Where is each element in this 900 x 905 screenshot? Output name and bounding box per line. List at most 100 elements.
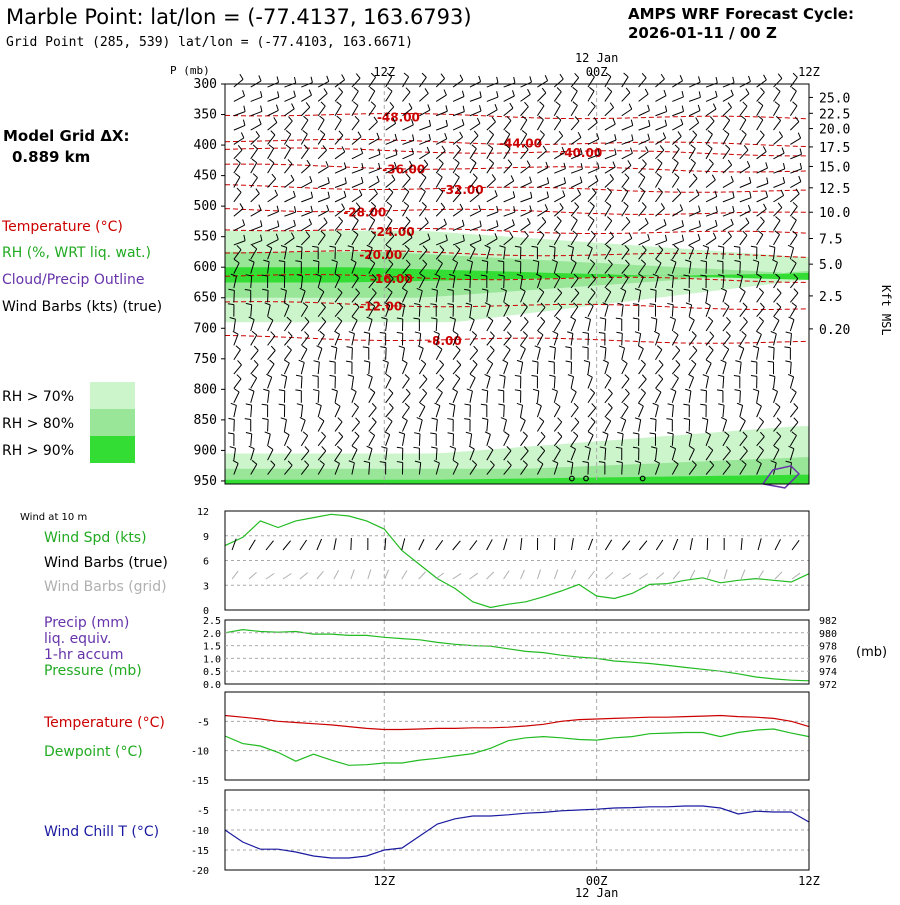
barb-feather — [271, 332, 275, 336]
barb-staff — [470, 149, 476, 159]
barb-staff — [335, 183, 346, 187]
barb-feather — [354, 87, 359, 91]
barb-feather — [766, 162, 768, 168]
precip-tick-label: 1.5 — [203, 642, 221, 653]
barb-feather — [677, 189, 681, 194]
barb-feather — [511, 175, 514, 180]
wind-barb — [702, 418, 708, 432]
wind-barb — [639, 173, 645, 187]
barb-feather — [789, 317, 794, 320]
wind-barb — [464, 404, 470, 417]
wind-barb — [504, 206, 515, 216]
barb-staff — [689, 320, 694, 331]
barb-staff — [706, 305, 710, 316]
barb-staff — [318, 406, 321, 418]
wind-barbs-true-legend: Wind Barbs (true) — [44, 555, 168, 571]
barb-feather — [457, 360, 461, 364]
barb-feather — [380, 347, 386, 348]
barb-feather — [348, 375, 354, 377]
barb-feather — [716, 77, 717, 83]
barb-staff — [268, 226, 279, 230]
panel-frame — [225, 511, 809, 610]
barb-staff — [723, 291, 727, 302]
pressure-tick-label: 400 — [194, 138, 217, 153]
barb-feather — [512, 219, 514, 225]
barb-staff — [268, 391, 270, 403]
pressure-tick-label: 950 — [194, 474, 217, 489]
wind-barb — [284, 91, 295, 102]
barb-staff — [487, 83, 498, 87]
barb-feather — [295, 390, 301, 391]
barb-feather — [228, 433, 234, 434]
barb-feather — [538, 331, 543, 335]
barb-staff — [655, 379, 662, 389]
wind-barb — [588, 117, 597, 130]
barb-staff — [757, 293, 764, 303]
barb-feather — [386, 374, 391, 377]
barb-staff — [757, 135, 765, 144]
wind-grid-barb — [317, 571, 323, 579]
wind-barb — [740, 102, 747, 116]
wind-barb — [498, 404, 504, 417]
barb-feather — [760, 217, 764, 221]
barb-staff — [504, 350, 510, 360]
wind-barb — [233, 331, 238, 345]
barb-staff — [504, 225, 515, 230]
barb-staff — [436, 78, 444, 87]
barb-feather — [584, 361, 590, 363]
barb-feather — [243, 90, 245, 96]
barb-staff — [774, 407, 780, 417]
wind-barb — [268, 190, 278, 202]
barb-feather — [399, 346, 405, 348]
wind-barb — [554, 177, 565, 187]
wind-grid-barb — [741, 570, 745, 579]
barb-staff — [639, 364, 646, 374]
barb-feather — [329, 375, 335, 376]
wind-barb — [554, 131, 562, 144]
barb-feather — [706, 360, 711, 363]
barb-feather — [678, 131, 681, 136]
rh70-swatch — [90, 382, 135, 409]
barb-staff — [740, 362, 741, 374]
barb-staff — [369, 122, 378, 130]
barb-staff — [386, 140, 397, 145]
barb-feather — [599, 333, 605, 334]
barb-staff — [554, 92, 561, 102]
barb-feather — [667, 433, 673, 434]
barb-feather — [699, 206, 701, 212]
barb-feather — [480, 91, 481, 97]
wind-barb — [655, 173, 661, 187]
wind-barb — [284, 159, 292, 173]
barb-feather — [499, 375, 505, 377]
barb-staff — [402, 92, 410, 101]
wind-barb — [655, 120, 666, 130]
barb-feather — [631, 120, 633, 126]
barb-feather — [769, 246, 775, 248]
barb-feather — [532, 376, 538, 377]
wind-barb — [786, 332, 792, 345]
barb-staff — [284, 197, 295, 202]
wind-barb — [487, 77, 498, 87]
barb-staff — [521, 150, 529, 159]
barb-staff — [537, 421, 543, 431]
barb-feather — [661, 203, 664, 208]
wind-barb — [234, 360, 242, 374]
wind-barb — [251, 189, 260, 202]
wind-true-barb — [334, 538, 336, 550]
wind-barb — [588, 163, 599, 174]
wind-barb — [622, 188, 628, 202]
barb-staff — [774, 293, 782, 302]
barb-feather — [589, 216, 594, 220]
barb-feather — [665, 106, 666, 112]
wind-barb — [638, 403, 643, 417]
barb-feather — [520, 346, 525, 349]
barb-staff — [268, 377, 272, 388]
barb-feather — [587, 374, 592, 377]
wind-barb — [587, 374, 592, 388]
wind-barb — [234, 389, 239, 403]
barb-feather — [758, 102, 763, 106]
barb-staff — [436, 126, 447, 130]
barb-staff — [470, 211, 481, 216]
barb-staff — [335, 406, 340, 417]
wind-barb — [554, 163, 565, 173]
